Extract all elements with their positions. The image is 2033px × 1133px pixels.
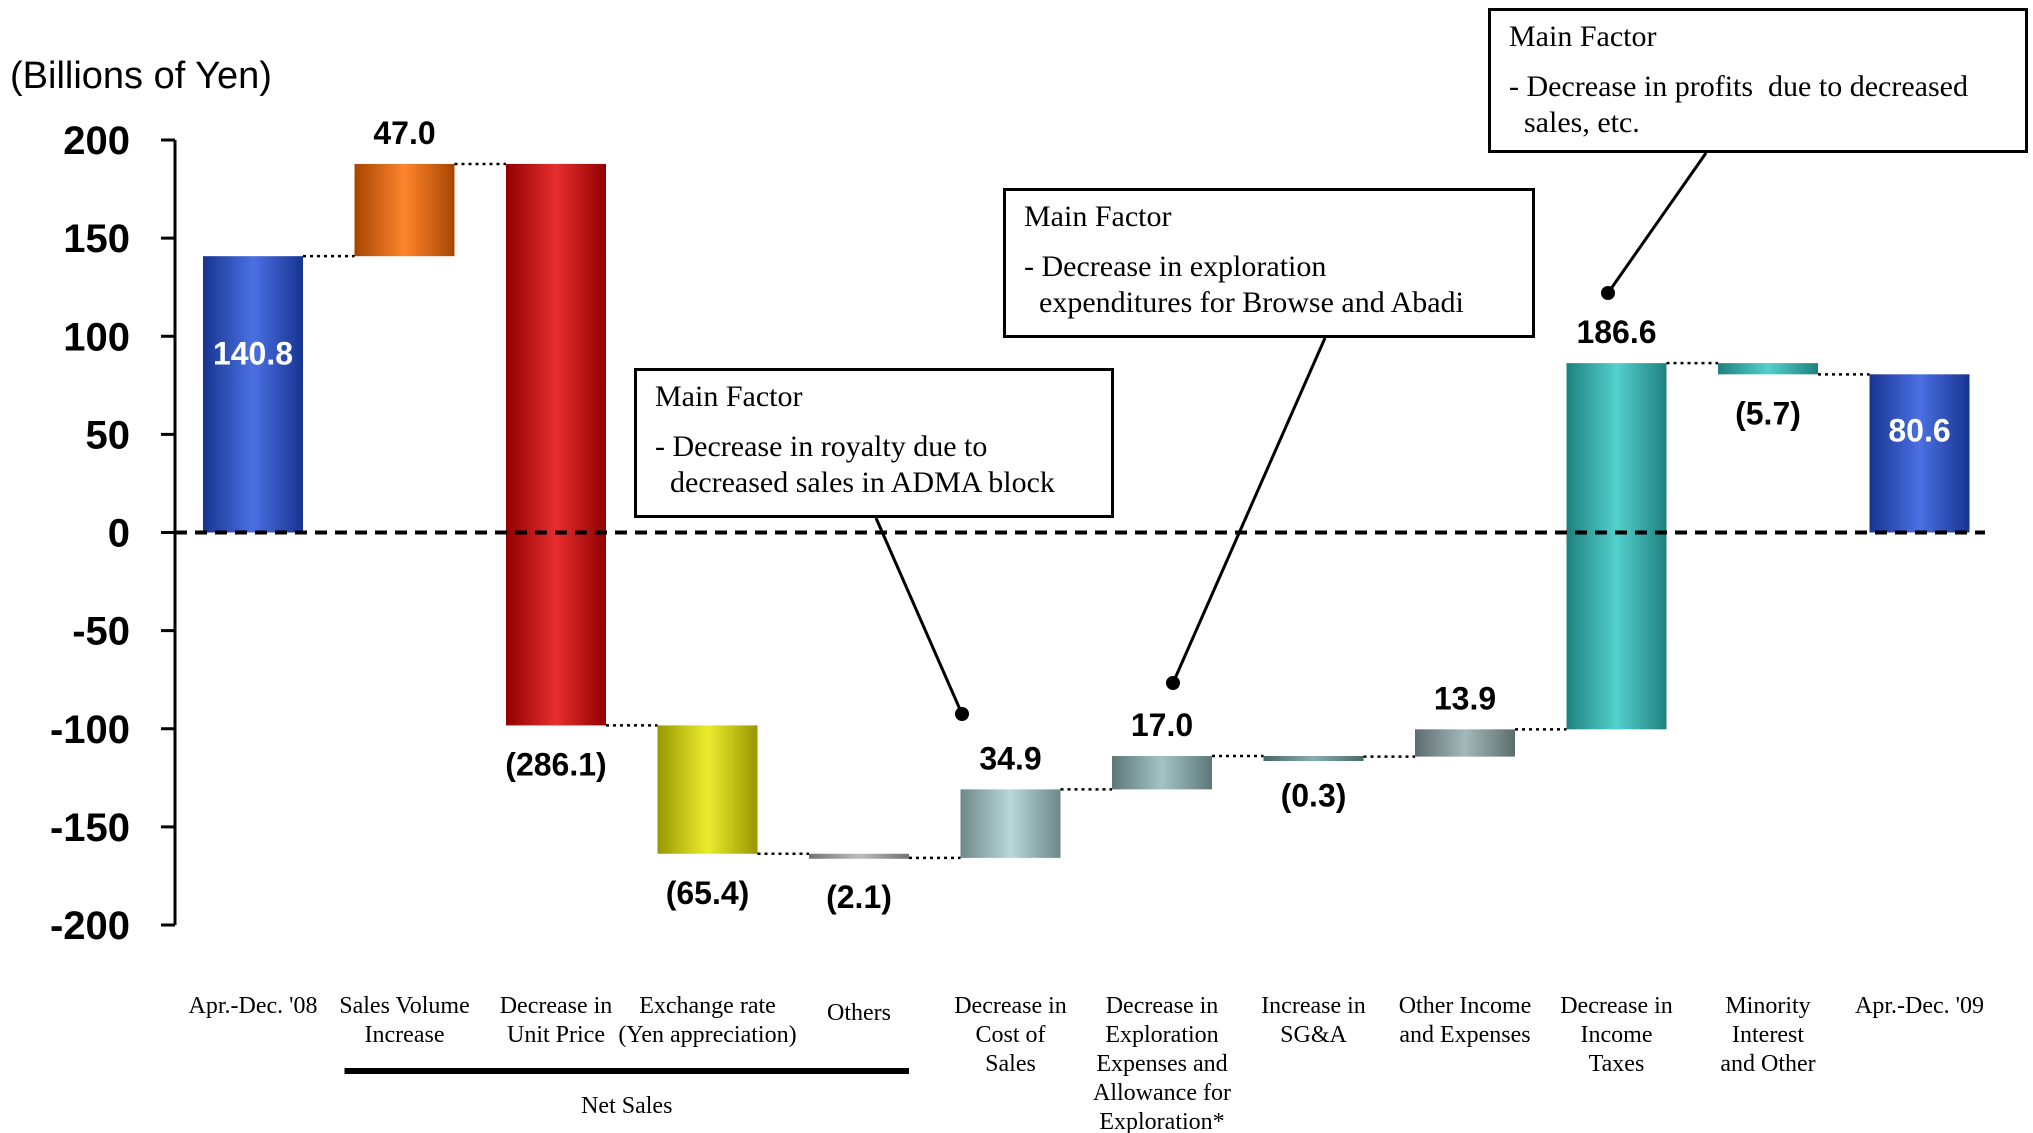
bar-decrease-income-taxes: [1566, 363, 1667, 730]
y-tick-label: 200: [63, 119, 130, 163]
callout-line: expenditures for Browse and Abadi: [1024, 286, 1464, 319]
y-tick-label: 50: [86, 413, 131, 457]
value-label: 80.6: [1888, 412, 1950, 448]
y-tick-label: -150: [50, 806, 130, 850]
category-label: and Expenses: [1399, 1022, 1530, 1048]
value-label: 17.0: [1131, 707, 1193, 743]
callout-leaders: [874, 152, 1708, 721]
callout-taxes: Main Factor - Decrease in profits due to…: [1488, 8, 2028, 153]
bar-sales-volume-increase: [354, 163, 455, 257]
category-label: Minority: [1725, 993, 1810, 1019]
category-label: Exploration*: [1099, 1109, 1224, 1133]
bar-minority-interest: [1718, 363, 1818, 375]
category-label: Increase: [365, 1022, 445, 1048]
bar-apr-dec-08: [203, 256, 303, 533]
category-labels: Apr.-Dec. '08 Sales Volume Increase Decreas…: [189, 993, 1984, 1133]
value-label: (5.7): [1735, 395, 1801, 431]
callout-title: Main Factor: [1024, 200, 1172, 233]
category-label: Income: [1581, 1022, 1653, 1048]
unit-label: (Billions of Yen): [10, 55, 272, 97]
value-label: (0.3): [1281, 778, 1347, 814]
category-label: Allowance for: [1093, 1080, 1231, 1106]
category-label: Exchange rate: [639, 993, 776, 1019]
category-label: Others: [827, 1000, 891, 1026]
category-label: Cost of: [975, 1022, 1045, 1048]
category-label: (Yen appreciation): [618, 1022, 796, 1048]
bar-increase-sga: [1263, 756, 1364, 762]
y-tick-label: -50: [72, 610, 130, 654]
callout-line: - Decrease in exploration: [1024, 250, 1327, 283]
callout-line: decreased sales in ADMA block: [655, 466, 1055, 499]
group-label: Net Sales: [581, 1093, 672, 1119]
bar-others: [809, 853, 909, 859]
value-label: (2.1): [826, 879, 892, 915]
category-label: Decrease in: [1106, 993, 1219, 1019]
y-axis: 200 150 100 50 0 -50 -100 -150 -200: [50, 119, 177, 948]
bar-exchange-rate: [657, 725, 758, 854]
callout-title: Main Factor: [655, 380, 803, 413]
leader-line: [1171, 337, 1327, 684]
callout-royalty: Main Factor - Decrease in royalty due to…: [634, 368, 1114, 518]
leader-line: [874, 517, 964, 715]
bar-apr-dec-09: [1869, 374, 1970, 533]
value-label: 186.6: [1576, 314, 1656, 350]
callout-line: sales, etc.: [1509, 106, 1640, 139]
category-label: and Other: [1720, 1051, 1815, 1077]
y-tick-label: -200: [50, 904, 130, 948]
leader-dot: [1601, 286, 1615, 300]
category-label: Exploration: [1105, 1022, 1218, 1048]
bar-other-income-expenses: [1415, 729, 1515, 757]
category-label: Expenses and: [1096, 1051, 1227, 1077]
bar-decrease-unit-price: [506, 163, 606, 726]
category-label: Decrease in: [500, 993, 613, 1019]
bars: [203, 163, 1970, 859]
bar-decrease-cost-of-sales: [960, 789, 1061, 858]
data-labels: 140.8 47.0 (286.1) (65.4) (2.1) 34.9 17.0 (0.3)…: [213, 115, 1951, 915]
bar-decrease-exploration: [1112, 756, 1212, 790]
category-label: Other Income: [1399, 993, 1532, 1019]
value-label: 140.8: [213, 335, 293, 371]
category-label: Apr.-Dec. '08: [189, 993, 318, 1019]
callout-line: - Decrease in profits due to decreased: [1509, 70, 1968, 103]
category-label: Taxes: [1589, 1051, 1645, 1077]
connectors: [175, 162, 1985, 860]
category-label: Sales: [985, 1051, 1036, 1077]
y-tick-label: 150: [63, 217, 130, 261]
y-tick-label: -100: [50, 708, 130, 752]
value-label: (286.1): [505, 746, 606, 782]
value-label: (65.4): [666, 875, 750, 911]
category-label: Apr.-Dec. '09: [1855, 993, 1984, 1019]
group-bracket: Net Sales: [344, 1068, 909, 1119]
category-label: Decrease in: [954, 993, 1067, 1019]
category-label: Increase in: [1261, 993, 1366, 1019]
category-label: Sales Volume: [339, 993, 469, 1019]
category-label: Decrease in: [1560, 993, 1673, 1019]
y-tick-label: 100: [63, 315, 130, 359]
callout-title: Main Factor: [1509, 20, 1657, 53]
leader-dot: [955, 707, 969, 721]
category-label: SG&A: [1280, 1022, 1347, 1048]
y-tick-label: 0: [108, 512, 130, 556]
value-label: 13.9: [1434, 680, 1496, 716]
callout-exploration: Main Factor - Decrease in exploration ex…: [1003, 188, 1535, 338]
leader-line: [1606, 152, 1708, 294]
value-label: 47.0: [373, 115, 435, 151]
category-label: Unit Price: [507, 1022, 605, 1048]
leader-dot: [1166, 676, 1180, 690]
callout-line: - Decrease in royalty due to: [655, 430, 988, 463]
value-label: 34.9: [979, 740, 1041, 776]
category-label: Interest: [1732, 1022, 1804, 1048]
